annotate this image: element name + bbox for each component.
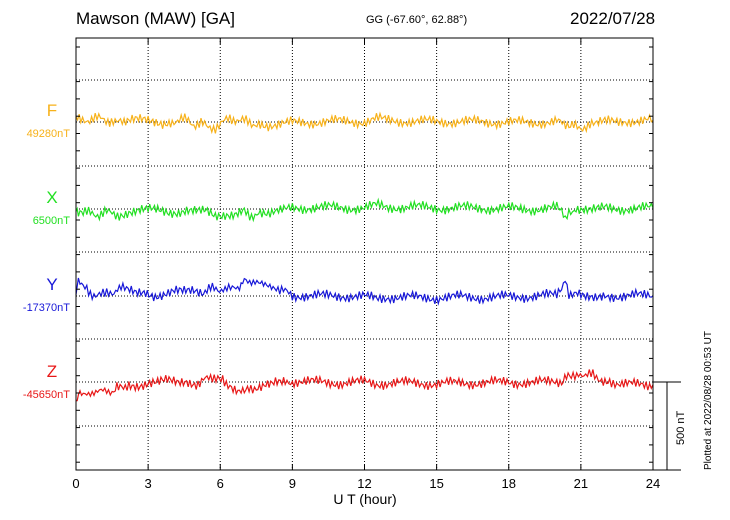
x-tick-label: 18	[502, 476, 516, 491]
scale-bar: 500 nT	[653, 381, 687, 471]
series-line-x	[75, 197, 654, 223]
x-axis-label: U T (hour)	[333, 491, 396, 507]
x-tick-label: 0	[72, 476, 79, 491]
series-line-y	[75, 277, 654, 306]
x-tick-label: 15	[429, 476, 443, 491]
series-baseline-f: 49280nT	[27, 128, 71, 140]
series-label-z: Z	[47, 362, 57, 381]
scale-bar-label: 500 nT	[675, 410, 687, 445]
series-line-z	[75, 369, 654, 402]
series-baseline-y: -17370nT	[23, 302, 70, 314]
series-label-x: X	[46, 188, 57, 207]
series-lines	[75, 111, 654, 402]
x-tick-label: 21	[574, 476, 588, 491]
x-tick-label: 12	[357, 476, 371, 491]
axis-ticks: 0 3 6 9 12 15 18 21 24	[72, 38, 660, 491]
series-label-y: Y	[46, 275, 57, 294]
grid-lines	[76, 38, 653, 470]
series-baseline-x: 6500nT	[33, 215, 71, 227]
station-title: Mawson (MAW) [GA]	[76, 9, 235, 28]
series-label-f: F	[47, 101, 57, 120]
series-line-f	[75, 111, 654, 135]
geographic-coordinates: GG (-67.60°, 62.88°)	[366, 14, 468, 26]
x-tick-label: 6	[217, 476, 224, 491]
x-tick-label: 24	[646, 476, 660, 491]
x-tick-label: 9	[289, 476, 296, 491]
series-labels: F 49280nT X 6500nT Y -17370nT Z -45650nT	[23, 101, 70, 401]
series-baseline-z: -45650nT	[23, 389, 70, 401]
x-tick-label: 3	[145, 476, 152, 491]
plot-date: 2022/07/28	[570, 9, 656, 28]
